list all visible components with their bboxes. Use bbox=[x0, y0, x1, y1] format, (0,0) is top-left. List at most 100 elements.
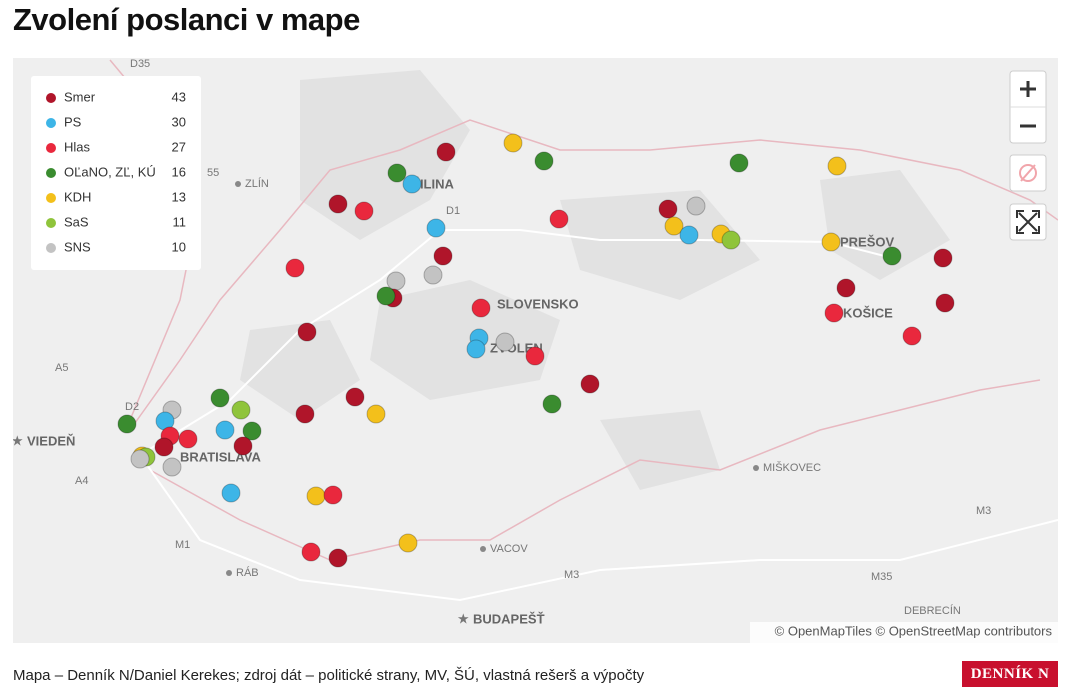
legend-swatch bbox=[46, 218, 56, 228]
place-marker bbox=[235, 181, 241, 187]
map-label: A5 bbox=[55, 362, 68, 374]
mp-marker[interactable] bbox=[580, 374, 600, 394]
legend-swatch bbox=[46, 118, 56, 128]
legend-label: SaS bbox=[64, 214, 89, 229]
legend-label: Hlas bbox=[64, 139, 91, 154]
map-label: RÁB bbox=[236, 566, 259, 579]
mp-marker[interactable] bbox=[117, 414, 137, 434]
footer-credit: Mapa – Denník N/Daniel Kerekes; zdroj dá… bbox=[13, 667, 645, 684]
map-label: 55 bbox=[207, 167, 219, 179]
mp-marker[interactable] bbox=[154, 437, 174, 457]
map-label: A4 bbox=[75, 475, 88, 487]
mp-marker[interactable] bbox=[233, 436, 253, 456]
map-label: D35 bbox=[130, 58, 150, 70]
mp-marker[interactable] bbox=[827, 156, 847, 176]
mp-marker[interactable] bbox=[525, 346, 545, 366]
zoom-buttons[interactable] bbox=[1020, 81, 1036, 128]
mp-marker[interactable] bbox=[297, 322, 317, 342]
mp-marker[interactable] bbox=[387, 163, 407, 183]
mp-marker[interactable] bbox=[836, 278, 856, 298]
mp-marker[interactable] bbox=[534, 151, 554, 171]
mp-marker[interactable] bbox=[376, 286, 396, 306]
mp-marker[interactable] bbox=[354, 201, 374, 221]
legend-count: 30 bbox=[172, 114, 186, 129]
mp-marker[interactable] bbox=[306, 486, 326, 506]
mp-marker[interactable] bbox=[471, 298, 491, 318]
mp-marker[interactable] bbox=[824, 303, 844, 323]
map-label: PREŠOV bbox=[840, 234, 895, 249]
mp-marker[interactable] bbox=[231, 400, 251, 420]
legend-count: 16 bbox=[172, 164, 186, 179]
mp-marker[interactable] bbox=[295, 404, 315, 424]
mp-marker[interactable] bbox=[215, 420, 235, 440]
mp-marker[interactable] bbox=[729, 153, 749, 173]
legend-label: PS bbox=[64, 114, 82, 129]
map-label: VACOV bbox=[490, 543, 528, 555]
mp-marker[interactable] bbox=[285, 258, 305, 278]
mp-marker[interactable] bbox=[549, 209, 569, 229]
map-label: SLOVENSKO bbox=[497, 296, 579, 311]
legend-count: 27 bbox=[172, 139, 186, 154]
mp-marker[interactable] bbox=[328, 194, 348, 214]
mp-marker[interactable] bbox=[935, 293, 955, 313]
place-marker bbox=[753, 465, 759, 471]
map-controls bbox=[1009, 70, 1047, 241]
place-marker bbox=[226, 570, 232, 576]
mp-marker[interactable] bbox=[221, 483, 241, 503]
map-label: M1 bbox=[175, 539, 190, 551]
mp-marker[interactable] bbox=[902, 326, 922, 346]
map-label: M3 bbox=[976, 505, 991, 517]
mp-marker[interactable] bbox=[178, 429, 198, 449]
legend-box bbox=[31, 76, 201, 270]
mp-marker[interactable] bbox=[210, 388, 230, 408]
place-marker bbox=[480, 546, 486, 552]
mp-marker[interactable] bbox=[366, 404, 386, 424]
map-label: ŽILINA bbox=[412, 176, 454, 191]
mp-marker[interactable] bbox=[423, 265, 443, 285]
mp-marker[interactable] bbox=[345, 387, 365, 407]
mp-marker[interactable] bbox=[426, 218, 446, 238]
mp-marker[interactable] bbox=[301, 542, 321, 562]
legend-swatch bbox=[46, 93, 56, 103]
mp-marker[interactable] bbox=[242, 421, 262, 441]
map-label: ZLÍN bbox=[245, 177, 269, 190]
mp-marker[interactable] bbox=[664, 216, 684, 236]
legend-label: OĽaNO, ZĽ, KÚ bbox=[64, 164, 156, 179]
mp-marker[interactable] bbox=[402, 174, 422, 194]
mp-marker[interactable] bbox=[495, 332, 515, 352]
mp-marker[interactable] bbox=[821, 232, 841, 252]
mp-marker[interactable] bbox=[328, 548, 348, 568]
mp-marker[interactable] bbox=[436, 142, 456, 162]
mp-marker[interactable] bbox=[466, 339, 486, 359]
mp-marker[interactable] bbox=[658, 199, 678, 219]
roads bbox=[139, 229, 1058, 602]
legend-label: KDH bbox=[64, 189, 91, 204]
mp-marker[interactable] bbox=[933, 248, 953, 268]
mp-marker[interactable] bbox=[398, 533, 418, 553]
legend-count: 43 bbox=[172, 89, 186, 104]
map-label: MIŠKOVEC bbox=[763, 461, 821, 474]
attribution: © OpenMapTiles © OpenStreetMap contribut… bbox=[775, 623, 1053, 638]
map-label: M35 bbox=[871, 571, 892, 583]
mp-marker[interactable] bbox=[721, 230, 741, 250]
mp-marker[interactable] bbox=[882, 246, 902, 266]
mp-marker[interactable] bbox=[686, 196, 706, 216]
legend-count: 13 bbox=[172, 189, 186, 204]
mp-marker[interactable] bbox=[130, 449, 150, 469]
map-label: BUDAPEŠŤ bbox=[473, 611, 545, 626]
mp-marker[interactable] bbox=[542, 394, 562, 414]
mp-marker[interactable] bbox=[162, 457, 182, 477]
legend-label: Smer bbox=[64, 89, 96, 104]
mp-marker[interactable] bbox=[433, 246, 453, 266]
map-label: D1 bbox=[446, 205, 460, 217]
mp-marker[interactable] bbox=[323, 485, 343, 505]
legend-swatch bbox=[46, 193, 56, 203]
capital-marker: ★ bbox=[457, 611, 470, 627]
legend-swatch bbox=[46, 243, 56, 253]
mp-marker[interactable] bbox=[503, 133, 523, 153]
map-label: D2 bbox=[125, 401, 139, 413]
mp-marker[interactable] bbox=[679, 225, 699, 245]
logo[interactable]: DENNÍK N bbox=[962, 661, 1058, 687]
